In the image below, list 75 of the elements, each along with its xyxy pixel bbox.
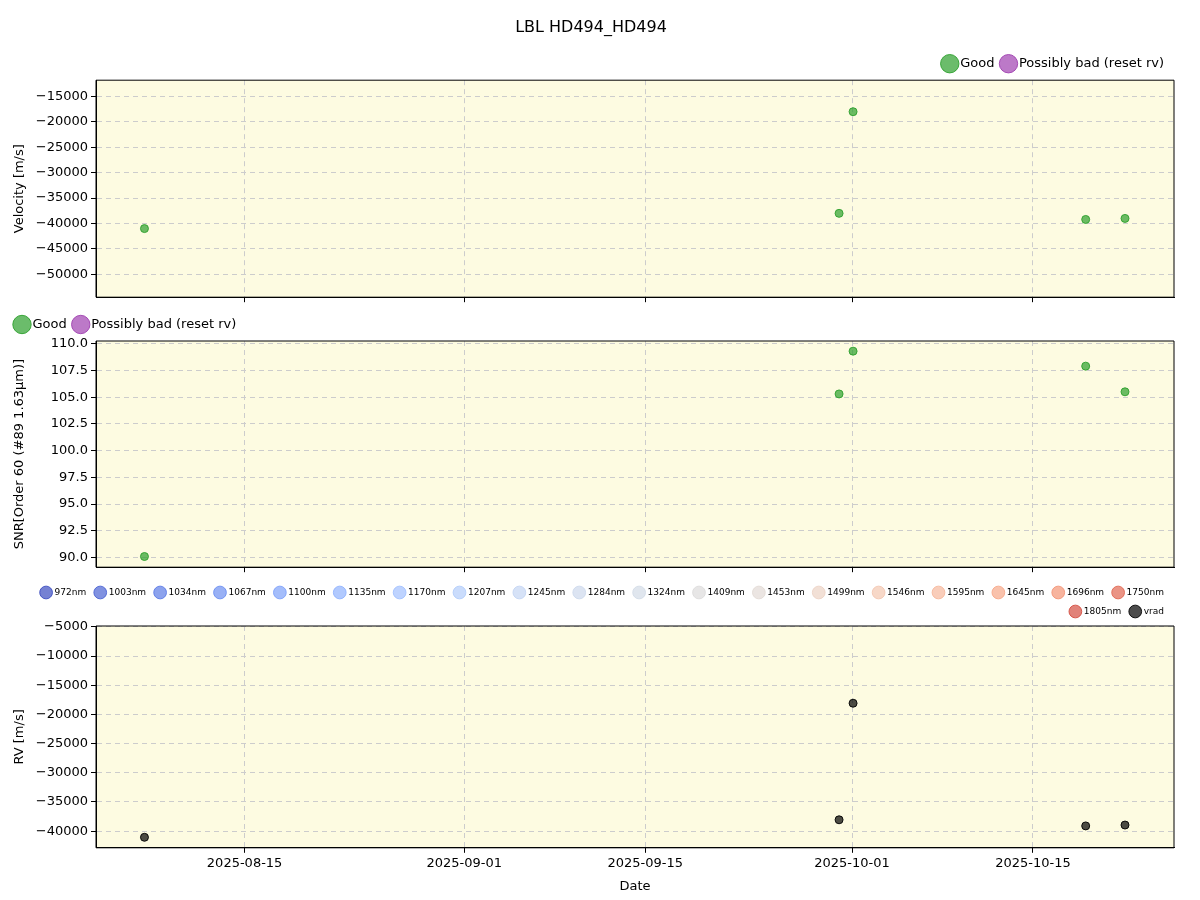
legend-label: 1453nm (767, 586, 805, 597)
y-tick-label: 110.0 (50, 335, 88, 351)
y-tick-label: −20000 (35, 113, 88, 129)
point (1120, 387, 1130, 397)
y-tick-label: −20000 (35, 705, 88, 721)
legend-label: 1245nm (527, 586, 566, 597)
y-tick-label: 90.0 (59, 548, 88, 564)
point (848, 346, 858, 356)
legend-label: Possibly bad (reset rv) (1018, 55, 1165, 71)
y-tick-label: −15000 (35, 676, 88, 692)
y-axis-title: RV [m/s] (11, 709, 27, 765)
legend-label: 1135nm (348, 586, 386, 597)
point (1120, 213, 1130, 223)
y-tick-label: −40000 (35, 214, 88, 230)
legend-label: 1546nm (887, 586, 925, 597)
legend-label: 1696nm (1066, 586, 1105, 597)
x-tick-label: 2025-08-15 (206, 854, 283, 870)
y-tick-label: −25000 (35, 138, 88, 154)
y-tick-label: −45000 (35, 240, 88, 256)
point (834, 389, 844, 399)
x-tick-label: 2025-10-15 (995, 854, 1071, 870)
y-tick-label: −10000 (35, 647, 88, 663)
x-tick-label: 2025-10-01 (814, 854, 890, 870)
point (848, 107, 858, 117)
legend-label: 1003nm (108, 586, 147, 597)
y-axis-title: Velocity [m/s] (11, 144, 27, 234)
y-tick-label: −35000 (35, 189, 88, 205)
legend-label: 1034nm (168, 586, 207, 597)
legend-label: 1805nm (1083, 605, 1122, 616)
legend-label: 1409nm (707, 586, 745, 597)
y-tick-label: 100.0 (50, 442, 88, 457)
y-tick-label: −30000 (35, 764, 88, 780)
legend-label: Good (32, 315, 67, 331)
x-tick-label: 2025-09-15 (607, 854, 684, 870)
y-tick-label: −30000 (35, 164, 88, 180)
y-tick-label: 92.5 (59, 522, 88, 538)
legend-label: 1207nm (467, 586, 506, 597)
point (1081, 214, 1091, 224)
legend-label: 1100nm (288, 586, 326, 597)
y-tick-label: −15000 (35, 87, 88, 103)
y-tick-label: −50000 (35, 265, 88, 281)
y-tick-label: −40000 (35, 822, 88, 838)
point (1081, 361, 1091, 371)
legend-label: 1067nm (228, 586, 266, 597)
y-tick-label: 107.5 (50, 361, 88, 377)
chart-title: LBL HD494_HD494 (515, 16, 667, 37)
y-tick-label: 95.0 (59, 495, 88, 511)
legend-label: Possibly bad (reset rv) (91, 315, 237, 331)
point (1120, 820, 1130, 830)
legend-label: 1750nm (1126, 586, 1165, 597)
point (139, 552, 149, 562)
y-tick-label: 97.5 (59, 468, 88, 484)
legend-label: 972nm (54, 586, 87, 597)
legend-label: Good (960, 55, 995, 71)
x-axis-title: Date (619, 877, 651, 893)
legend-label: vrad (1143, 605, 1165, 616)
y-tick-label: −35000 (35, 793, 88, 809)
y-tick-label: −25000 (35, 734, 88, 750)
legend-label: 1170nm (408, 586, 446, 597)
legend-label: 1645nm (1006, 586, 1045, 597)
y-tick-label: −5000 (44, 618, 88, 634)
legend-label: 1324nm (647, 586, 686, 597)
point (1081, 821, 1091, 831)
y-axis-title: SNR[Order 60 (#89 1.63μm)] (11, 358, 27, 550)
point (848, 698, 858, 708)
legend-label: 1595nm (947, 586, 985, 597)
x-tick-label: 2025-09-01 (426, 854, 503, 870)
y-tick-label: 105.0 (50, 388, 88, 404)
point (834, 208, 844, 218)
point (139, 832, 149, 842)
y-tick-label: 102.5 (50, 415, 88, 431)
legend-label: 1499nm (827, 586, 865, 597)
point (834, 815, 844, 825)
point (139, 224, 149, 234)
legend-label: 1284nm (587, 586, 626, 597)
